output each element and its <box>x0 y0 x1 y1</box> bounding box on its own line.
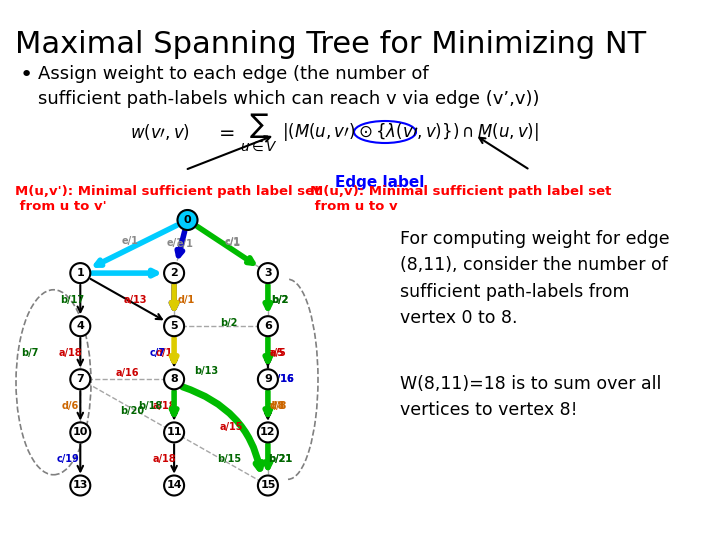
Text: e/1: e/1 <box>122 235 138 246</box>
Circle shape <box>258 369 278 389</box>
Text: 12: 12 <box>260 427 276 437</box>
Text: a/18: a/18 <box>153 454 176 464</box>
Text: $\sum_{u \in V}$: $\sum_{u \in V}$ <box>240 111 278 153</box>
Circle shape <box>71 476 90 496</box>
Text: a/15: a/15 <box>220 422 243 433</box>
Text: b/17: b/17 <box>60 295 84 305</box>
Text: Assign weight to each edge (the number of
sufficient path-labels which can reach: Assign weight to each edge (the number o… <box>38 65 539 108</box>
Text: c/16: c/16 <box>271 374 294 384</box>
Circle shape <box>164 316 184 336</box>
Text: c/19: c/19 <box>57 454 80 464</box>
Text: Maximal Spanning Tree for Minimizing NT: Maximal Spanning Tree for Minimizing NT <box>15 30 646 59</box>
Text: e/1: e/1 <box>166 238 183 247</box>
Circle shape <box>258 263 278 283</box>
Text: Edge label: Edge label <box>336 175 425 190</box>
Text: b/18: b/18 <box>138 401 162 411</box>
Text: a/5: a/5 <box>269 348 287 357</box>
Circle shape <box>164 422 184 442</box>
Text: $|(M(u,v\prime) \odot \{\lambda(v\prime,v)\}) \cap M(u,v)|$: $|(M(u,v\prime) \odot \{\lambda(v\prime,… <box>282 121 539 143</box>
Text: c/7: c/7 <box>150 348 166 357</box>
Text: $=$: $=$ <box>215 123 235 141</box>
Text: b/13: b/13 <box>194 366 218 376</box>
Text: b/2: b/2 <box>271 295 289 305</box>
Text: d/1: d/1 <box>178 295 195 305</box>
Text: 11: 11 <box>166 427 182 437</box>
Text: b/15: b/15 <box>217 454 241 464</box>
Text: d/6: d/6 <box>62 401 79 411</box>
Text: 3: 3 <box>264 268 271 278</box>
Text: 2: 2 <box>170 268 178 278</box>
Circle shape <box>71 422 90 442</box>
Circle shape <box>71 369 90 389</box>
Text: d/8: d/8 <box>269 401 287 411</box>
Circle shape <box>178 210 197 230</box>
Text: a/18: a/18 <box>58 348 82 357</box>
Text: W(8,11)=18 is to sum over all
vertices to vertex 8!: W(8,11)=18 is to sum over all vertices t… <box>400 375 662 420</box>
Circle shape <box>71 263 90 283</box>
Circle shape <box>164 263 184 283</box>
Circle shape <box>164 476 184 496</box>
Text: 10: 10 <box>73 427 88 437</box>
Text: b/20: b/20 <box>120 406 144 416</box>
Circle shape <box>258 422 278 442</box>
Text: 5: 5 <box>171 321 178 331</box>
Text: d/1: d/1 <box>156 348 173 357</box>
Text: a/18: a/18 <box>153 401 176 411</box>
Text: b/21: b/21 <box>268 454 292 464</box>
Text: 7: 7 <box>76 374 84 384</box>
Text: c/1: c/1 <box>225 237 240 247</box>
Circle shape <box>258 476 278 496</box>
Text: b/2: b/2 <box>220 318 238 328</box>
Text: a/5: a/5 <box>268 348 284 357</box>
Text: 1: 1 <box>76 268 84 278</box>
Text: 6: 6 <box>264 321 272 331</box>
Text: 13: 13 <box>73 481 88 490</box>
Text: e/1: e/1 <box>176 239 193 248</box>
Text: 15: 15 <box>260 481 276 490</box>
Text: $w(v\prime, v)$: $w(v\prime, v)$ <box>130 122 190 142</box>
Text: M(u,v): Minimal sufficient path label set
 from u to v: M(u,v): Minimal sufficient path label se… <box>310 185 611 213</box>
Text: b/21: b/21 <box>268 454 292 464</box>
Text: M(u,v'): Minimal sufficient path label set
 from u to v': M(u,v'): Minimal sufficient path label s… <box>15 185 320 213</box>
Text: 9: 9 <box>264 374 272 384</box>
Text: a/16: a/16 <box>115 368 139 379</box>
Text: c/1: c/1 <box>225 238 240 247</box>
Text: For computing weight for edge
(8,11), consider the number of
sufficient path-lab: For computing weight for edge (8,11), co… <box>400 230 670 327</box>
Text: c/16: c/16 <box>271 374 294 384</box>
Text: 4: 4 <box>76 321 84 331</box>
Circle shape <box>258 316 278 336</box>
Text: 0: 0 <box>184 215 192 225</box>
Circle shape <box>71 316 90 336</box>
Text: a/13: a/13 <box>123 295 147 305</box>
Text: 8: 8 <box>170 374 178 384</box>
Circle shape <box>164 369 184 389</box>
Text: •: • <box>20 65 33 85</box>
Text: b/7: b/7 <box>22 348 39 357</box>
Text: b/2: b/2 <box>271 295 289 305</box>
Text: d/8: d/8 <box>267 401 284 411</box>
Text: 14: 14 <box>166 481 182 490</box>
